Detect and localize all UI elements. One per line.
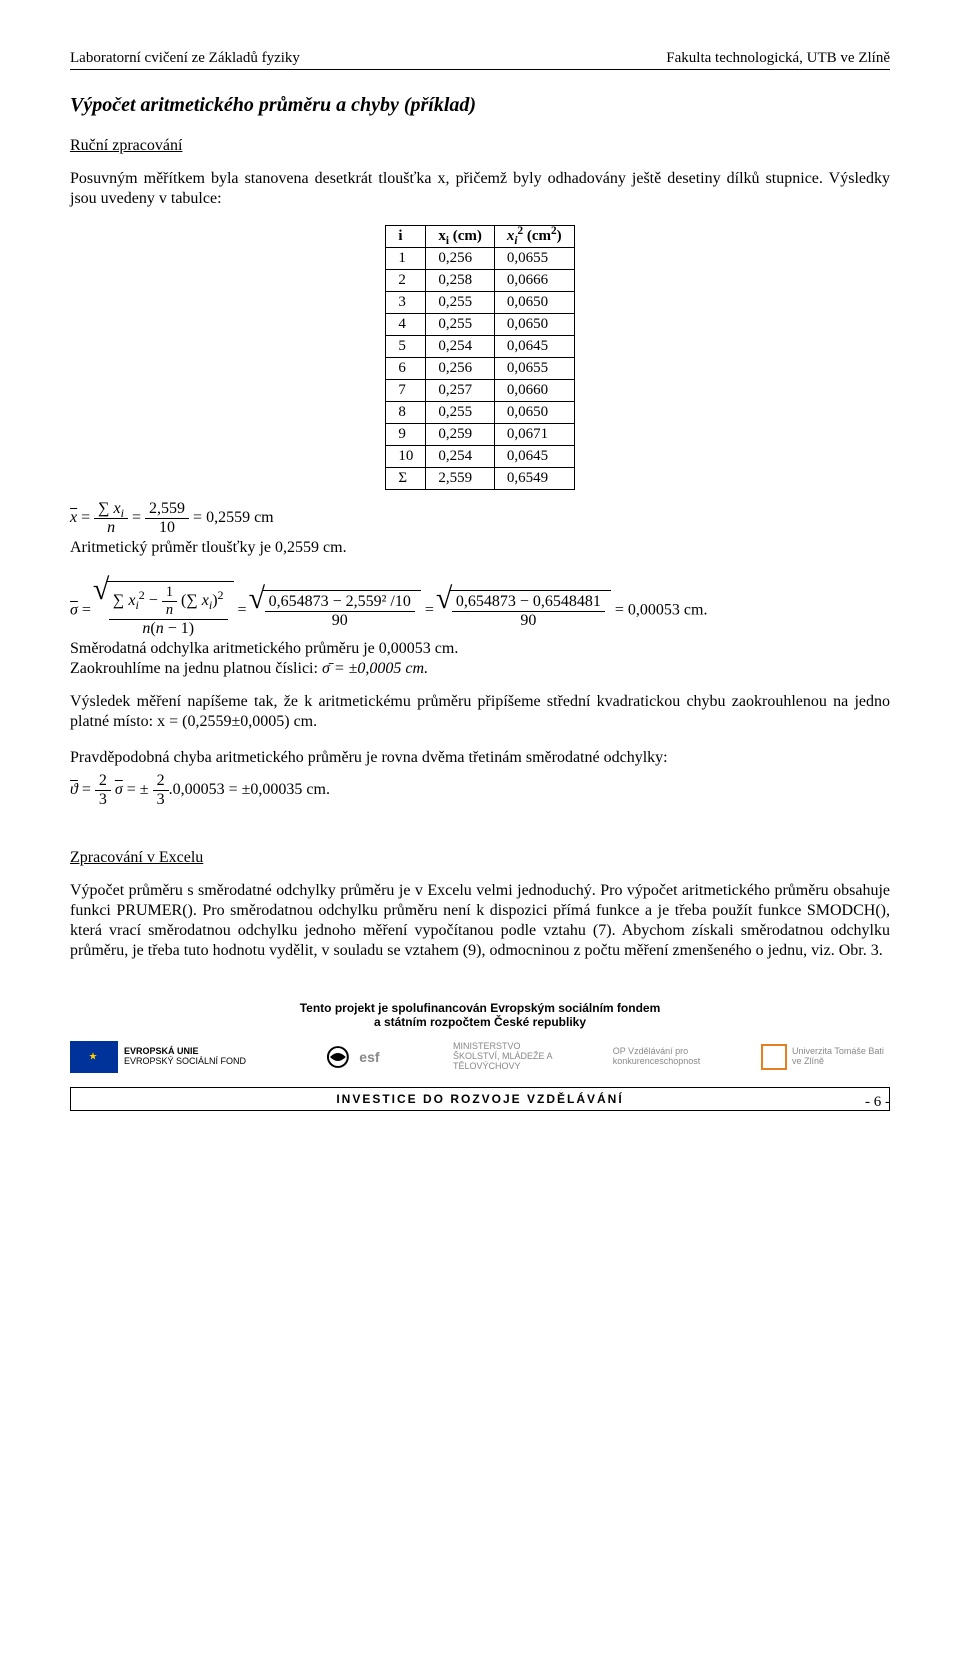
sigma-value: 0,00053 bbox=[628, 602, 680, 619]
table-cell: 4 bbox=[386, 314, 426, 336]
eu-label2: EVROPSKÝ SOCIÁLNÍ FOND bbox=[124, 1057, 246, 1067]
sigma-inner1: 0,654873 − 2,559² /10 bbox=[265, 593, 415, 612]
table-row: 90,2590,0671 bbox=[386, 424, 574, 446]
page-title: Výpočet aritmetického průměru a chyby (p… bbox=[70, 94, 890, 117]
esf-label: esf bbox=[359, 1049, 379, 1065]
sigma-unit: cm. bbox=[684, 602, 708, 619]
mean-unit: cm bbox=[254, 509, 274, 526]
result-paragraph: Výsledek měření napíšeme tak, že k aritm… bbox=[70, 692, 890, 732]
eu-flag-icon bbox=[70, 1041, 118, 1073]
table-cell: 9 bbox=[386, 424, 426, 446]
prob-err-unit: cm. bbox=[306, 781, 330, 798]
table-cell: 0,256 bbox=[426, 358, 495, 380]
sigma-round-value: σ̄ = ±0,0005 cm. bbox=[322, 660, 428, 677]
table-cell: 0,0660 bbox=[494, 380, 574, 402]
table-body: 10,2560,065520,2580,066630,2550,065040,2… bbox=[386, 248, 574, 468]
header-left: Laboratorní cvičení ze Základů fyziky bbox=[70, 50, 300, 67]
sigma-formula: σ = ∑ xi2 − 1n (∑ xi)2 n(n − 1) = 0,6548… bbox=[70, 581, 890, 638]
esf-logo: esf bbox=[320, 1039, 380, 1075]
section1-paragraph: Posuvným měřítkem byla stanovena desetkr… bbox=[70, 169, 890, 209]
table-cell: 0,254 bbox=[426, 446, 495, 468]
table-cell: 2 bbox=[386, 270, 426, 292]
table-row: 60,2560,0655 bbox=[386, 358, 574, 380]
section2-paragraph: Výpočet průměru s směrodatné odchylky pr… bbox=[70, 881, 890, 961]
sigma-inner2: 0,654873 − 0,6548481 bbox=[452, 593, 605, 612]
col-xi-header: xi (cm) bbox=[426, 226, 495, 248]
section2-heading: Zpracování v Excelu bbox=[70, 849, 890, 867]
table-cell: 0,0666 bbox=[494, 270, 574, 292]
table-cell: 8 bbox=[386, 402, 426, 424]
utb-label: Univerzita Tomáše Bati ve Zlíně bbox=[792, 1047, 890, 1067]
section1-heading: Ruční zpracování bbox=[70, 137, 890, 155]
mean-statement: Aritmetický průměr tloušťky je 0,2559 cm… bbox=[70, 539, 890, 557]
prob-err-in: 0,00053 bbox=[173, 781, 225, 798]
prob-err-line: Pravděpodobná chyba aritmetického průměr… bbox=[70, 748, 890, 768]
table-cell: 3 bbox=[386, 292, 426, 314]
table-row: 50,2540,0645 bbox=[386, 336, 574, 358]
mean-value: 0,2559 bbox=[206, 509, 250, 526]
table-cell: 0,0650 bbox=[494, 314, 574, 336]
table-cell: 0,0655 bbox=[494, 248, 574, 270]
logo-row: EVROPSKÁ UNIE EVROPSKÝ SOCIÁLNÍ FOND esf… bbox=[70, 1039, 890, 1075]
msmt-logo: MINISTERSTVO ŠKOLSTVÍ, MLÁDEŽE A TĚLOVÝC… bbox=[453, 1039, 553, 1075]
table-cell: 0,255 bbox=[426, 314, 495, 336]
sigma-den2: 90 bbox=[452, 612, 605, 630]
table-cell: 0,254 bbox=[426, 336, 495, 358]
sigma-round: Zaokrouhlíme na jednu platnou číslici: σ… bbox=[70, 660, 890, 678]
eu-label: EVROPSKÁ UNIE EVROPSKÝ SOCIÁLNÍ FOND bbox=[124, 1047, 246, 1067]
table-row: 100,2540,0645 bbox=[386, 446, 574, 468]
col-xi2-header: xi2 (cm2) bbox=[494, 226, 574, 248]
table-cell: 0,0645 bbox=[494, 336, 574, 358]
table-cell: 0,255 bbox=[426, 292, 495, 314]
sigma-round-text: Zaokrouhlíme na jednu platnou číslici: bbox=[70, 660, 318, 677]
table-cell: 0,0645 bbox=[494, 446, 574, 468]
invest-bar: INVESTICE DO ROZVOJE VZDĚLÁVÁNÍ bbox=[70, 1087, 890, 1111]
data-table: i xi (cm) xi2 (cm2) 10,2560,065520,2580,… bbox=[385, 225, 574, 490]
sigma-den1: 90 bbox=[265, 612, 415, 630]
page-number: - 6 - bbox=[865, 1094, 890, 1111]
sigma-statement: Směrodatná odchylka aritmetického průměr… bbox=[70, 640, 890, 658]
footer: Tento projekt je spolufinancován Evropsk… bbox=[70, 1001, 890, 1111]
table-cell: 0,256 bbox=[426, 248, 495, 270]
funding-text: Tento projekt je spolufinancován Evropsk… bbox=[290, 1001, 670, 1029]
funding-line1: Tento projekt je spolufinancován Evropsk… bbox=[290, 1001, 670, 1015]
prob-err-formula: ϑ = 23 σ = ± 23.0,00053 = ±0,00035 cm. bbox=[70, 772, 890, 809]
table-cell: 0,0671 bbox=[494, 424, 574, 446]
table-cell: 1 bbox=[386, 248, 426, 270]
table-cell: 10 bbox=[386, 446, 426, 468]
mean-formula: x = ∑ xi n = 2,559 10 = 0,2559 cm bbox=[70, 500, 890, 537]
eu-logo: EVROPSKÁ UNIE EVROPSKÝ SOCIÁLNÍ FOND bbox=[70, 1041, 246, 1073]
page: Laboratorní cvičení ze Základů fyziky Fa… bbox=[0, 0, 960, 1131]
table-row: 10,2560,0655 bbox=[386, 248, 574, 270]
table-cell: 7 bbox=[386, 380, 426, 402]
funding-line2: a státním rozpočtem České republiky bbox=[290, 1015, 670, 1029]
mean-sum: 2,559 bbox=[145, 500, 189, 519]
table-row: 70,2570,0660 bbox=[386, 380, 574, 402]
table-cell: 0,0655 bbox=[494, 358, 574, 380]
table-cell: 6 bbox=[386, 358, 426, 380]
utb-logo: Univerzita Tomáše Bati ve Zlíně bbox=[760, 1039, 890, 1075]
table-row: 30,2550,0650 bbox=[386, 292, 574, 314]
table-cell: 0,0650 bbox=[494, 402, 574, 424]
sum-label: Σ bbox=[386, 468, 426, 490]
table-cell: 0,259 bbox=[426, 424, 495, 446]
mean-n: 10 bbox=[145, 519, 189, 537]
header-right: Fakulta technologická, UTB ve Zlíně bbox=[666, 50, 890, 67]
table-row: 20,2580,0666 bbox=[386, 270, 574, 292]
table-cell: 0,255 bbox=[426, 402, 495, 424]
sum-x2: 0,6549 bbox=[494, 468, 574, 490]
table-cell: 0,0650 bbox=[494, 292, 574, 314]
table-cell: 5 bbox=[386, 336, 426, 358]
sum-x: 2,559 bbox=[426, 468, 495, 490]
opvk-logo: OP Vzdělávání pro konkurenceschopnost bbox=[626, 1039, 686, 1075]
page-header: Laboratorní cvičení ze Základů fyziky Fa… bbox=[70, 50, 890, 70]
table-cell: 0,257 bbox=[426, 380, 495, 402]
col-i-header: i bbox=[386, 226, 426, 248]
prob-err-out: ±0,00035 bbox=[242, 781, 303, 798]
table-row: 80,2550,0650 bbox=[386, 402, 574, 424]
table-sum-row: Σ 2,559 0,6549 bbox=[386, 468, 574, 490]
table-cell: 0,258 bbox=[426, 270, 495, 292]
table-row: 40,2550,0650 bbox=[386, 314, 574, 336]
